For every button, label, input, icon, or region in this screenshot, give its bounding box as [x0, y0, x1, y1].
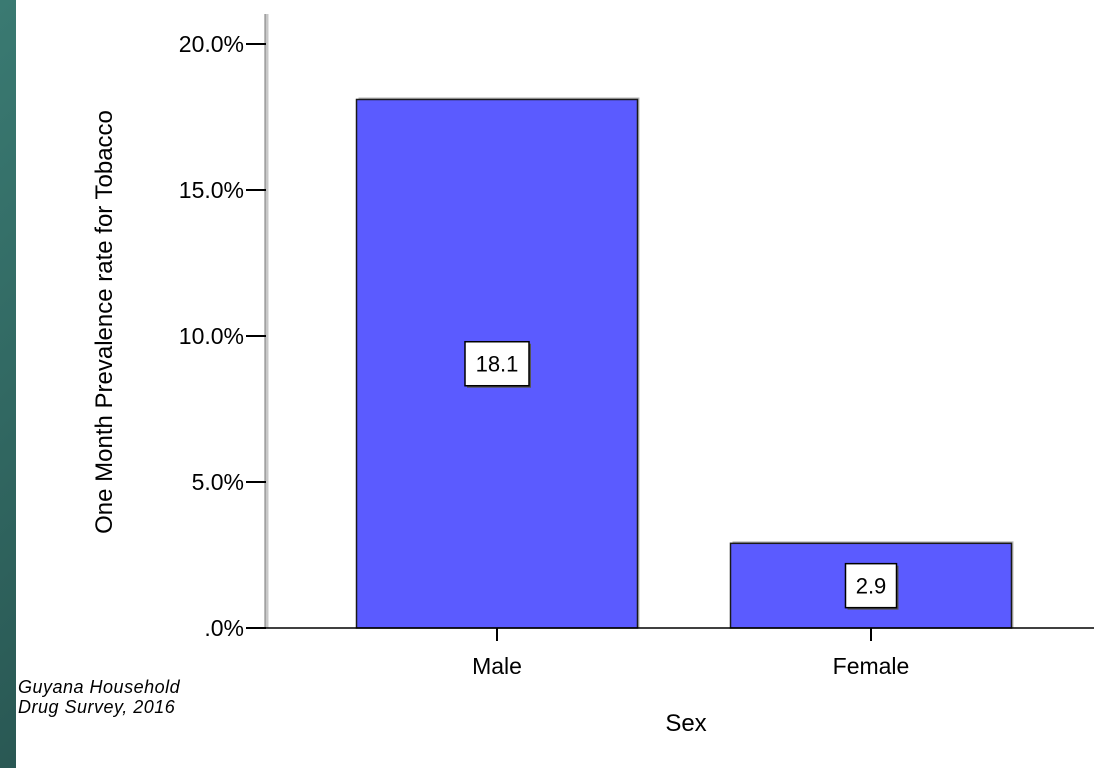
data-label-box [844, 562, 898, 609]
x-axis: Male Female [265, 627, 1094, 679]
data-label: 2.9 [856, 574, 887, 599]
x-axis-title: Sex [665, 710, 706, 737]
y-axis: .0% 5.0% 10.0% 15.0% 20.0% [179, 14, 269, 641]
x-tick-label: Male [472, 653, 522, 679]
source-note: Guyana Household Drug Survey, 2016 [18, 677, 180, 717]
bars: 18.1 2.9 [355, 97, 1014, 629]
data-label-box [464, 340, 530, 387]
y-axis-title: One Month Prevalence rate for Tobacco [91, 110, 118, 534]
source-note-line-2: Drug Survey, 2016 [18, 697, 176, 717]
y-tick-label: .0% [204, 615, 244, 641]
data-label: 18.1 [476, 352, 519, 377]
y-tick-label: 20.0% [179, 31, 244, 57]
y-tick-label: 5.0% [192, 469, 244, 495]
source-note-line-1: Guyana Household [18, 677, 181, 697]
x-tick-label: Female [833, 653, 910, 679]
y-tick-label: 15.0% [179, 177, 244, 203]
y-tick-label: 10.0% [179, 323, 244, 349]
